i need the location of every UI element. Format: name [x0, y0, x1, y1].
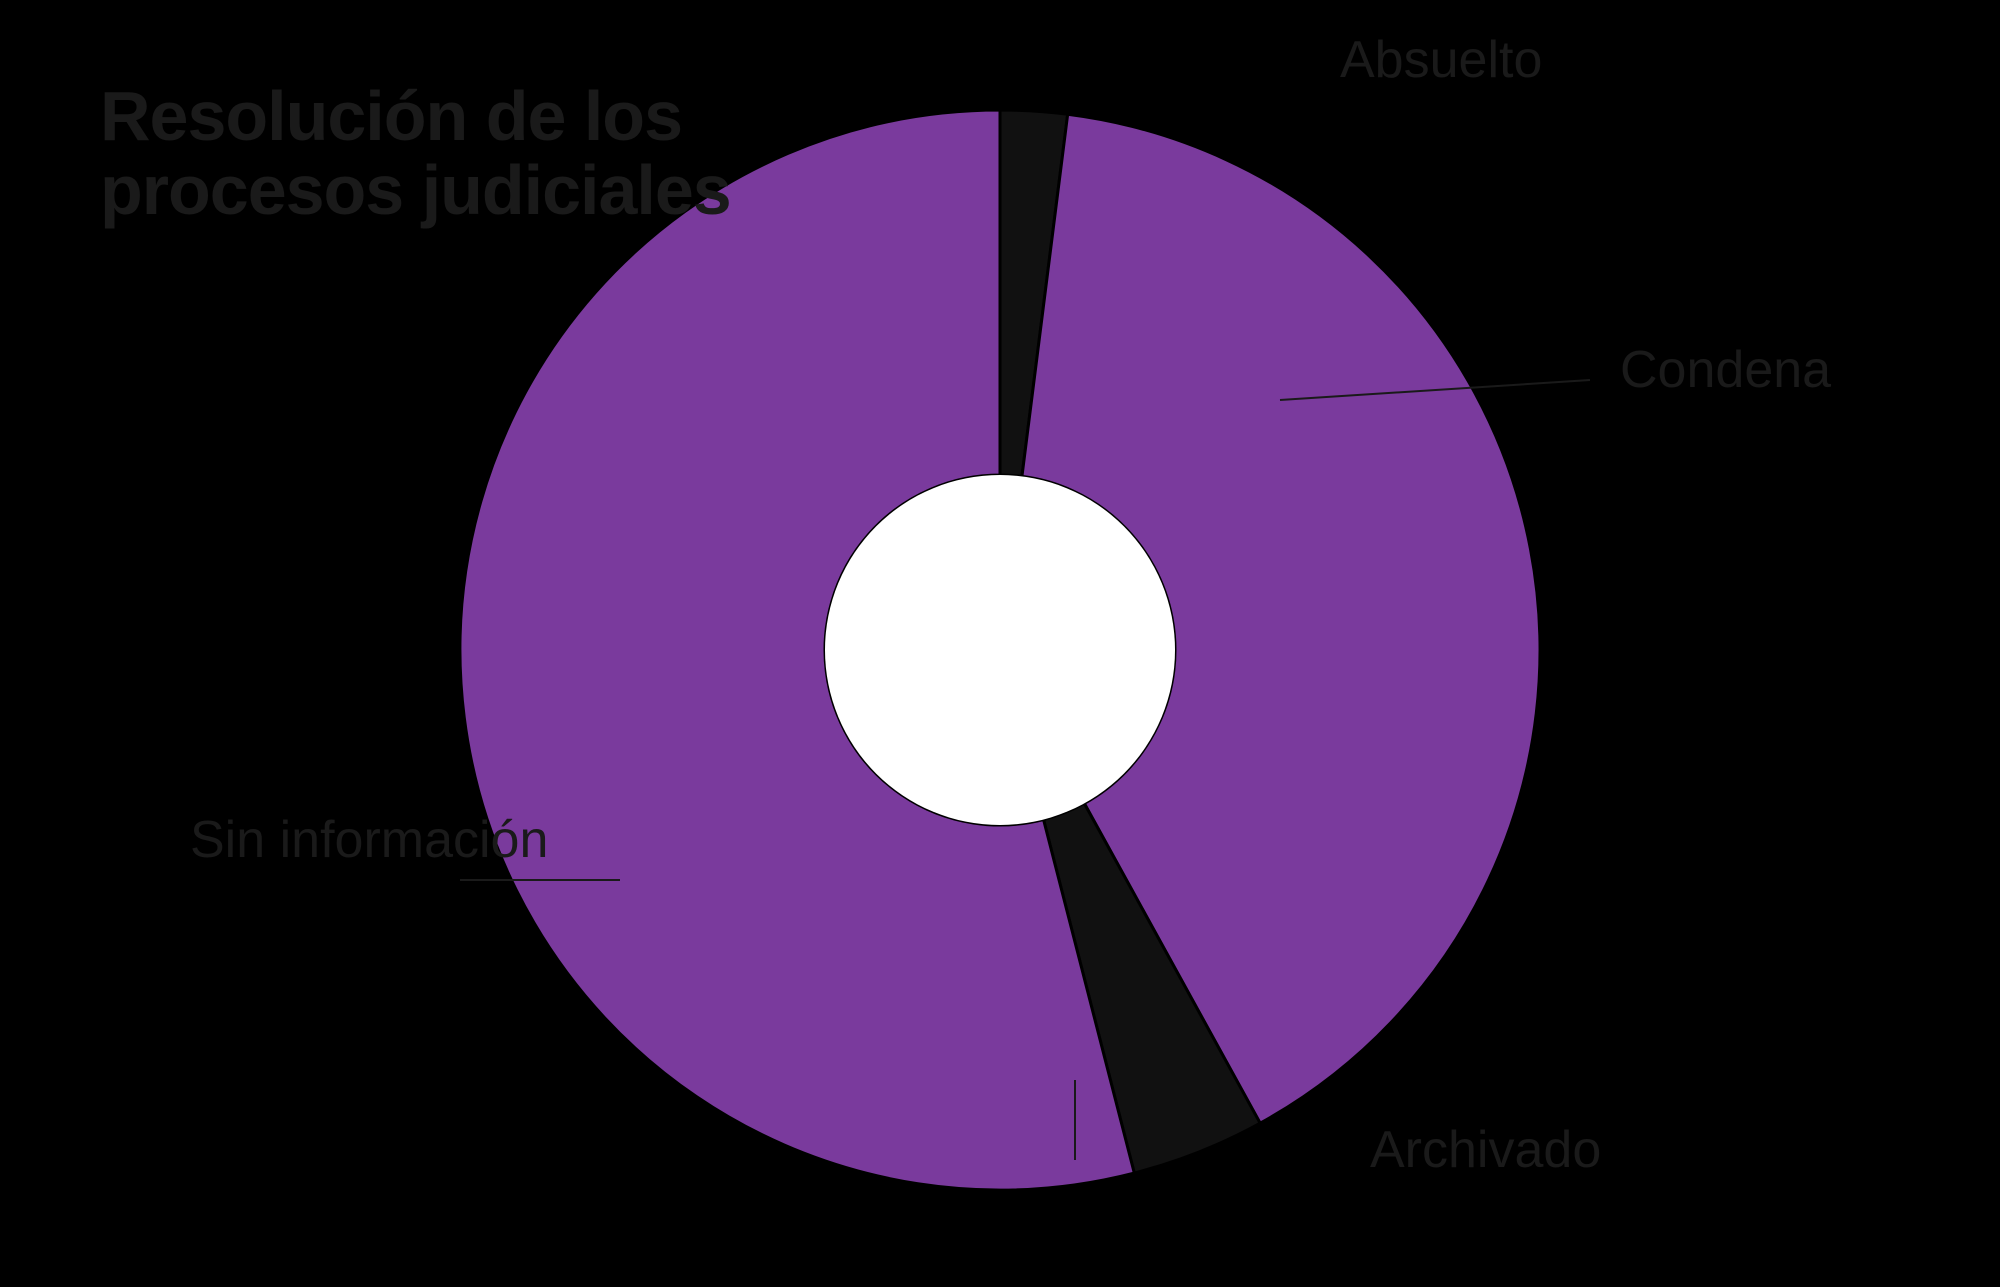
label-sin-informacion: Sin información: [190, 810, 548, 870]
label-absuelto: Absuelto: [1340, 30, 1542, 90]
label-archivado: Archivado: [1370, 1120, 1601, 1180]
label-condena: Condena: [1620, 340, 1831, 400]
title-line-1: Resolución de los: [100, 77, 682, 155]
donut-hole: [825, 475, 1175, 825]
chart-title: Resolución de los procesos judiciales: [100, 80, 731, 227]
chart-canvas: Resolución de los procesos judiciales Ab…: [0, 0, 2000, 1287]
title-line-2: procesos judiciales: [100, 151, 731, 229]
